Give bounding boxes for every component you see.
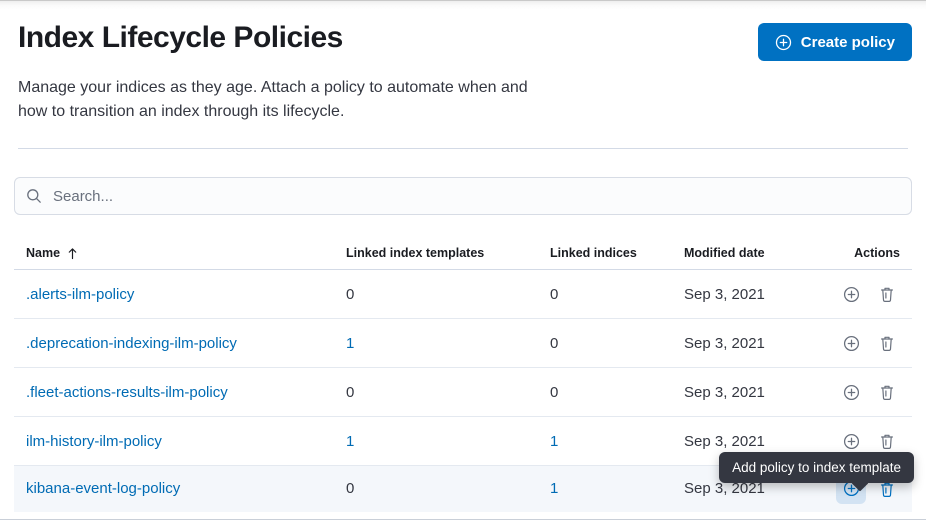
add-policy-to-index-template-button[interactable] [836, 279, 866, 309]
table-row: .fleet-actions-results-ilm-policy 0 0 Sep 3… [14, 367, 912, 417]
linked-indices-cell: 0 [550, 367, 684, 417]
policy-name-cell: .alerts-ilm-policy [14, 269, 346, 319]
linked-index-templates-value[interactable]: 1 [346, 432, 355, 450]
linked-indices-cell: 0 [550, 269, 684, 319]
delete-policy-button[interactable] [872, 279, 902, 309]
plus-in-circle-icon [843, 286, 860, 303]
policy-name-cell: .fleet-actions-results-ilm-policy [14, 367, 346, 417]
top-edge-shadow [0, 0, 926, 10]
create-policy-button-label: Create policy [800, 33, 895, 51]
delete-policy-button[interactable] [872, 328, 902, 358]
linked-indices-value: 0 [550, 383, 559, 401]
policy-name-cell: kibana-event-log-policy [14, 465, 346, 512]
ilm-policies-page: Index Lifecycle Policies Create policy M… [0, 21, 926, 512]
policy-name-link[interactable]: .alerts-ilm-policy [26, 285, 135, 303]
table-row: kibana-event-log-policy 0 1 Sep 3, 2021 [14, 465, 912, 512]
policy-name-link[interactable]: .fleet-actions-results-ilm-policy [26, 383, 228, 401]
linked-indices-value[interactable]: 1 [550, 480, 559, 498]
plus-in-circle-icon [843, 433, 860, 450]
linked-index-templates-value: 0 [346, 383, 355, 401]
add-policy-to-index-template-button[interactable] [836, 377, 866, 407]
linked-index-templates-value: 0 [346, 480, 355, 498]
page-header: Index Lifecycle Policies Create policy [14, 21, 912, 61]
delete-policy-button[interactable] [872, 377, 902, 407]
column-header-actions: Actions [834, 242, 912, 270]
policy-name-cell: ilm-history-ilm-policy [14, 416, 346, 466]
tooltip-text: Add policy to index template [732, 460, 901, 475]
plus-in-circle-icon [843, 335, 860, 352]
linked-index-templates-cell: 0 [346, 367, 550, 417]
trash-icon [879, 481, 895, 497]
linked-index-templates-cell: 1 [346, 416, 550, 466]
trash-icon [879, 433, 895, 449]
modified-date-cell: Sep 3, 2021 [684, 318, 834, 368]
column-header-name[interactable]: Name [14, 242, 346, 270]
column-header-modified-date[interactable]: Modified date [684, 242, 834, 270]
plus-in-circle-icon [843, 384, 860, 401]
linked-indices-value: 0 [550, 334, 559, 352]
modified-date-value: Sep 3, 2021 [684, 285, 765, 303]
delete-policy-button[interactable] [872, 426, 902, 456]
table-header-row: Name Linked index templates Linked indic… [14, 242, 912, 270]
delete-policy-button[interactable] [872, 474, 902, 504]
modified-date-value: Sep 3, 2021 [684, 480, 765, 498]
actions-cell [834, 269, 912, 319]
create-policy-button[interactable]: Create policy [757, 23, 912, 61]
modified-date-value: Sep 3, 2021 [684, 432, 765, 450]
linked-indices-cell: 1 [550, 416, 684, 466]
policies-table: Name Linked index templates Linked indic… [14, 242, 912, 512]
tooltip: Add policy to index template [719, 452, 914, 492]
linked-index-templates-cell: 0 [346, 269, 550, 319]
plus-in-circle-icon [775, 34, 792, 51]
add-policy-to-index-template-button[interactable] [836, 426, 866, 456]
trash-icon [879, 286, 895, 302]
policy-name-cell: .deprecation-indexing-ilm-policy [14, 318, 346, 368]
table-row: .alerts-ilm-policy 0 0 Sep 3, 2021 [14, 269, 912, 319]
trash-icon [879, 335, 895, 351]
modified-date-cell: Sep 3, 2021 [684, 367, 834, 417]
actions-cell [834, 367, 912, 417]
page-description: Manage your indices as they age. Attach … [18, 79, 528, 120]
linked-indices-cell: 1 [550, 465, 684, 512]
linked-indices-value: 0 [550, 285, 559, 303]
section-divider [18, 148, 908, 149]
policy-name-link[interactable]: .deprecation-indexing-ilm-policy [26, 334, 237, 352]
linked-index-templates-cell: 1 [346, 318, 550, 368]
page-title: Index Lifecycle Policies [18, 21, 343, 54]
linked-indices-value[interactable]: 1 [550, 432, 559, 450]
column-header-linked-index-templates[interactable]: Linked index templates [346, 242, 550, 270]
linked-index-templates-cell: 0 [346, 465, 550, 512]
add-policy-to-index-template-button[interactable] [836, 328, 866, 358]
modified-date-value: Sep 3, 2021 [684, 383, 765, 401]
linked-indices-cell: 0 [550, 318, 684, 368]
modified-date-cell: Sep 3, 2021 [684, 269, 834, 319]
trash-icon [879, 384, 895, 400]
search-input[interactable] [14, 177, 912, 215]
policy-name-link[interactable]: kibana-event-log-policy [26, 480, 181, 498]
table-row: .deprecation-indexing-ilm-policy 1 0 Sep 3,… [14, 318, 912, 368]
modified-date-value: Sep 3, 2021 [684, 334, 765, 352]
linked-index-templates-value[interactable]: 1 [346, 334, 355, 352]
search-box [14, 177, 912, 215]
column-header-linked-indices[interactable]: Linked indices [550, 242, 684, 270]
linked-index-templates-value: 0 [346, 285, 355, 303]
actions-cell [834, 318, 912, 368]
bottom-edge-line [0, 519, 926, 520]
sort-ascending-icon [67, 247, 78, 260]
policy-name-link[interactable]: ilm-history-ilm-policy [26, 432, 162, 450]
